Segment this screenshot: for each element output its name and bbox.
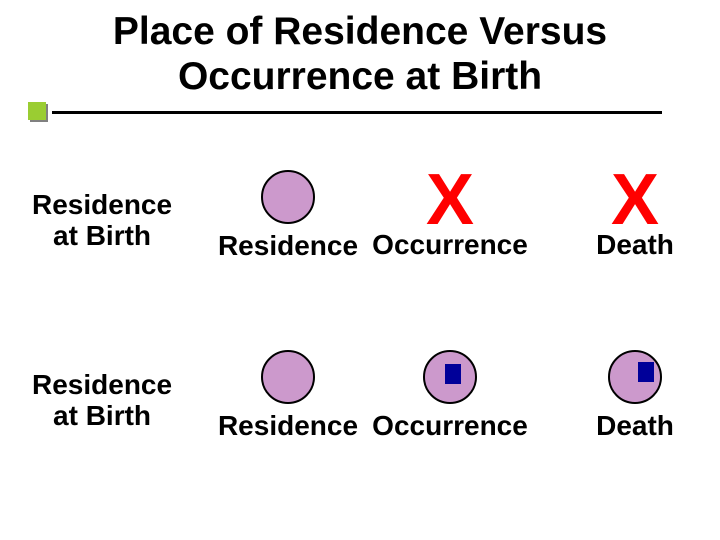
column-label: Occurrence [370, 229, 530, 261]
title-line1: Place of Residence Versus [113, 10, 607, 53]
title-line2: Occurrence at Birth [178, 55, 542, 98]
cell: XDeath [555, 170, 715, 261]
circle-icon [261, 350, 315, 404]
content-row: Residenceat BirthResidenceXOccurrenceXDe… [0, 170, 720, 310]
square-icon [638, 362, 654, 382]
circle-square-icon [423, 350, 477, 404]
circle-icon [261, 170, 315, 224]
rule-line [52, 111, 662, 114]
x-icon: X [370, 170, 530, 231]
square-icon [445, 364, 461, 384]
column-label: Residence [208, 410, 368, 442]
column-label: Death [555, 410, 715, 442]
rule-bullet [28, 102, 46, 120]
column-label: Occurrence [370, 410, 530, 442]
content-row: Residenceat Birth ResidenceOccurrence Deat… [0, 350, 720, 490]
column-label: Residence [208, 230, 368, 262]
cell: Death [555, 350, 715, 442]
cell: Occurrence [370, 350, 530, 442]
title-rule [0, 102, 720, 124]
circle-square-icon [608, 350, 662, 404]
row-label: Residenceat Birth [32, 190, 172, 252]
cell: Residence [208, 350, 368, 442]
x-icon: X [555, 170, 715, 231]
cell: Residence [208, 170, 368, 262]
slide-title: Place of Residence Versus Occurrence at … [0, 0, 720, 100]
cell: XOccurrence [370, 170, 530, 261]
bullet-front [28, 102, 46, 120]
column-label: Death [555, 229, 715, 261]
row-label: Residenceat Birth [32, 370, 172, 432]
